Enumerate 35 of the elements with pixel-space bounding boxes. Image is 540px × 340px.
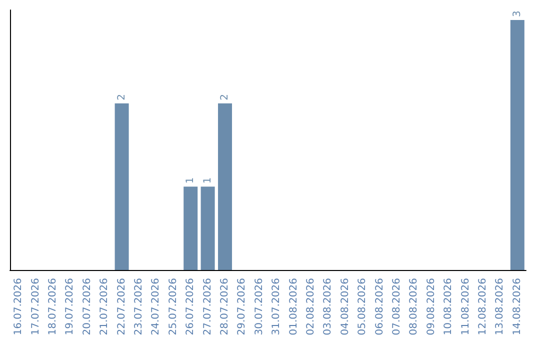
x-tick-label: 16.07.2026 bbox=[13, 278, 24, 336]
data-label: 2 bbox=[116, 94, 128, 100]
x-tick-label: 13.08.2026 bbox=[494, 278, 506, 336]
x-tick-label: 02.08.2026 bbox=[306, 278, 316, 336]
x-tick-label: 04.08.2026 bbox=[340, 278, 351, 336]
x-tick-label: 26.07.2026 bbox=[185, 278, 196, 336]
x-tick-label: 08.08.2026 bbox=[408, 278, 420, 336]
x-tick-label: 18.07.2026 bbox=[48, 278, 58, 336]
x-tick-label: 14.08.2026 bbox=[512, 278, 523, 336]
x-tick-label: 17.07.2026 bbox=[30, 278, 42, 336]
x-tick-label: 01.08.2026 bbox=[288, 278, 300, 336]
x-tick-label: 30.07.2026 bbox=[254, 278, 265, 336]
x-tick-label: 03.08.2026 bbox=[322, 278, 334, 336]
x-tick-label: 10.08.2026 bbox=[443, 278, 454, 336]
x-tick-label: 28.07.2026 bbox=[220, 278, 230, 336]
x-tick-label: 06.08.2026 bbox=[374, 278, 386, 336]
x-tick-label: 05.08.2026 bbox=[357, 278, 368, 336]
data-label: 1 bbox=[202, 177, 214, 184]
x-tick-label: 09.08.2026 bbox=[426, 278, 437, 336]
x-tick-label: 12.08.2026 bbox=[478, 278, 488, 336]
x-tick-label: 21.07.2026 bbox=[99, 278, 110, 336]
x-tick-label: 20.07.2026 bbox=[82, 278, 93, 336]
x-tick-label: 19.07.2026 bbox=[64, 278, 76, 336]
x-tick-label: 23.07.2026 bbox=[134, 278, 144, 336]
data-label: 3 bbox=[512, 10, 523, 17]
x-tick-label: 22.07.2026 bbox=[116, 278, 128, 336]
x-tick-label: 07.08.2026 bbox=[392, 278, 402, 336]
x-tick-label: 31.07.2026 bbox=[271, 278, 282, 336]
x-tick-label: 29.07.2026 bbox=[236, 278, 248, 336]
data-label: 2 bbox=[220, 94, 230, 100]
data-label: 1 bbox=[185, 177, 196, 184]
x-tick-label: 25.07.2026 bbox=[168, 278, 179, 336]
x-tick-label: 11.08.2026 bbox=[460, 278, 472, 336]
x-tick-label: 27.07.2026 bbox=[202, 278, 214, 336]
x-tick-label: 24.07.2026 bbox=[150, 278, 162, 336]
